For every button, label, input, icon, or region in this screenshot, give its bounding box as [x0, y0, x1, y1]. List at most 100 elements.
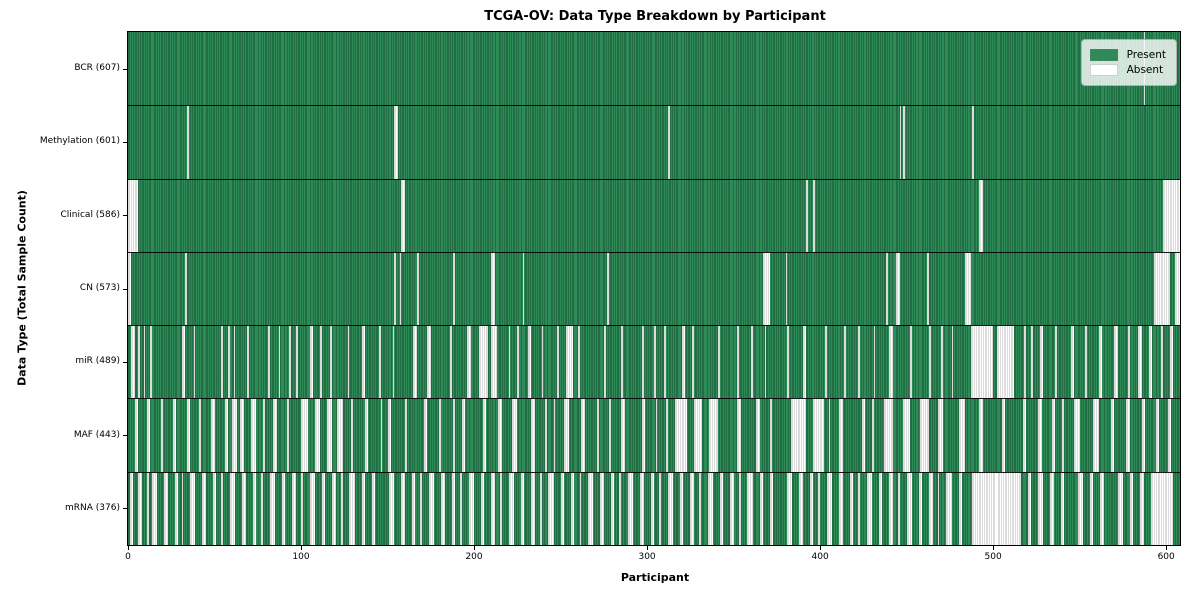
- x-tick-mark: [1166, 546, 1168, 550]
- absent-stripe: [479, 325, 488, 399]
- absent-stripe: [918, 471, 923, 545]
- absent-stripe: [747, 471, 753, 545]
- absent-stripe: [861, 398, 866, 472]
- row-separator: [128, 325, 1180, 327]
- absent-stripe: [420, 471, 423, 545]
- absent-stripe: [858, 471, 860, 545]
- x-tick-label-400: 400: [811, 552, 829, 562]
- x-tick-label-200: 200: [465, 552, 483, 562]
- absent-stripe: [453, 398, 455, 472]
- absent-stripe: [1070, 325, 1075, 399]
- absent-stripe: [314, 398, 321, 472]
- absent-stripe: [508, 471, 514, 545]
- absent-stripe: [750, 325, 753, 399]
- absent-stripe: [491, 251, 495, 326]
- absent-stripe: [181, 471, 184, 545]
- absent-stripe: [564, 398, 570, 472]
- absent-stripe: [1117, 471, 1123, 545]
- absent-stripe: [884, 398, 893, 472]
- legend-item-present: Present: [1089, 49, 1166, 61]
- absent-stripe: [548, 471, 554, 545]
- row-separator: [128, 251, 1180, 253]
- absent-stripe: [389, 471, 395, 545]
- absent-stripe: [937, 398, 943, 472]
- absent-stripe: [570, 471, 575, 545]
- absent-stripe: [224, 398, 229, 472]
- absent-stripe: [885, 251, 888, 326]
- absent-stripe: [903, 398, 911, 472]
- absent-stripe: [128, 178, 139, 252]
- absent-stripe: [557, 325, 559, 399]
- absent-stripe: [600, 471, 604, 545]
- absent-stripe: [659, 471, 661, 545]
- absent-stripe: [690, 471, 694, 545]
- absent-stripe: [866, 471, 872, 545]
- absent-stripe: [147, 398, 151, 472]
- absent-stripe: [1031, 325, 1033, 399]
- absent-stripe: [531, 398, 535, 472]
- absent-stripe: [399, 251, 402, 326]
- absent-stripe: [449, 325, 452, 399]
- absent-stripe: [387, 398, 391, 472]
- absent-stripe: [769, 398, 772, 472]
- x-axis-title: Participant: [620, 571, 690, 584]
- absent-stripe: [1050, 471, 1054, 545]
- absent-stripe: [268, 325, 270, 399]
- absent-stripe: [365, 398, 369, 472]
- absent-swatch-icon: [1089, 64, 1118, 76]
- absent-stripe: [1167, 398, 1172, 472]
- absent-stripe: [1077, 471, 1084, 545]
- row-band-Clinical: [128, 178, 1180, 252]
- absent-stripe: [129, 471, 134, 545]
- x-tick-label-500: 500: [984, 552, 1002, 562]
- absent-stripe: [809, 471, 814, 545]
- absent-stripe: [544, 398, 547, 472]
- absent-stripe: [427, 325, 431, 399]
- absent-stripe: [897, 471, 900, 545]
- absent-stripe: [361, 471, 366, 545]
- absent-stripe: [186, 105, 189, 179]
- absent-stripe: [577, 325, 580, 399]
- absent-stripe: [972, 471, 1021, 545]
- legend-label-present: Present: [1126, 49, 1166, 61]
- absent-stripe: [806, 178, 808, 252]
- absent-stripe: [349, 471, 355, 545]
- row-separator: [128, 178, 1180, 180]
- absent-stripe: [910, 325, 912, 399]
- absent-stripe: [737, 398, 741, 472]
- absent-stripe: [531, 471, 535, 545]
- absent-stripe: [873, 325, 876, 399]
- absent-stripe: [1154, 251, 1170, 326]
- absent-stripe: [1090, 471, 1094, 545]
- row-band-CN: [128, 251, 1180, 326]
- absent-stripe: [1022, 398, 1026, 472]
- absent-stripe: [212, 471, 217, 545]
- absent-stripe: [972, 105, 975, 179]
- absent-stripe: [1084, 325, 1087, 399]
- absent-stripe: [937, 471, 940, 545]
- absent-stripe: [186, 398, 191, 472]
- absent-stripe: [610, 471, 615, 545]
- absent-stripe: [453, 251, 455, 326]
- absent-stripe: [261, 471, 263, 545]
- absent-stripe: [164, 471, 168, 545]
- absent-stripe: [1155, 398, 1160, 472]
- x-tick-mark: [128, 546, 129, 550]
- absent-stripe: [401, 471, 405, 545]
- absent-stripe: [468, 471, 475, 545]
- absent-stripe: [1093, 398, 1099, 472]
- absent-stripe: [380, 398, 383, 472]
- absent-stripe: [527, 325, 532, 399]
- absent-stripe: [247, 325, 250, 399]
- absent-stripe: [785, 251, 788, 326]
- y-tick-mark: [123, 508, 127, 510]
- absent-stripe: [889, 471, 893, 545]
- absent-stripe: [1038, 471, 1044, 545]
- absent-stripe: [221, 325, 224, 399]
- absent-stripe: [147, 471, 149, 545]
- absent-stripe: [181, 325, 186, 399]
- absent-stripe: [681, 325, 686, 399]
- absent-stripe: [320, 325, 322, 399]
- absent-stripe: [351, 398, 353, 472]
- absent-stripe: [1051, 398, 1056, 472]
